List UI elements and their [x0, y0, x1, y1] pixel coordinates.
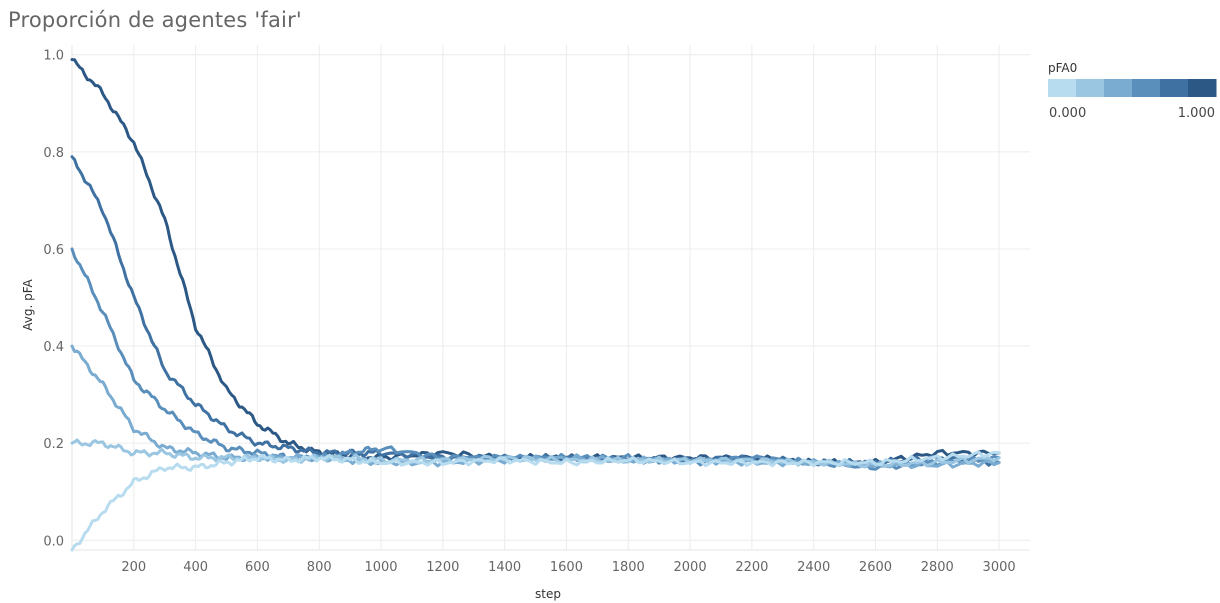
x-tick-label: 1400	[488, 560, 521, 575]
x-tick-label: 2000	[674, 560, 707, 575]
x-tick-label: 600	[245, 560, 270, 575]
x-tick-label: 2200	[735, 560, 768, 575]
legend-min-label: 0.000	[1049, 106, 1086, 121]
x-tick-label: 800	[307, 560, 332, 575]
legend-swatch	[1048, 79, 1077, 97]
color-legend: pFA0 0.000 1.000	[1048, 61, 1217, 121]
grid-lines	[71, 45, 1030, 551]
x-tick-label: 2400	[797, 560, 830, 575]
series-line-2	[70, 155, 1001, 467]
series-line-6	[70, 450, 1001, 552]
series-line-4	[70, 344, 1001, 470]
y-axis-ticks: 0.0 0.2 0.4 0.6 0.8 1.0	[43, 49, 64, 550]
legend-swatch	[1104, 79, 1133, 97]
x-tick-label: 3000	[983, 560, 1016, 575]
x-tick-label: 200	[121, 560, 146, 575]
y-tick-label: 0.2	[43, 437, 64, 452]
y-tick-label: 1.0	[43, 49, 64, 64]
x-tick-label: 400	[183, 560, 208, 575]
series-lines	[70, 58, 1001, 552]
x-tick-label: 1800	[612, 560, 645, 575]
x-tick-label: 1000	[364, 560, 397, 575]
chart-title: Proporción de agentes 'fair'	[8, 8, 302, 32]
y-tick-label: 0.8	[43, 146, 64, 161]
y-tick-label: 0.6	[43, 243, 64, 258]
series-line-5	[70, 438, 1001, 469]
x-tick-label: 2800	[921, 560, 954, 575]
legend-max-label: 1.000	[1178, 106, 1215, 121]
x-tick-label: 2600	[859, 560, 892, 575]
legend-swatch	[1188, 79, 1217, 97]
x-axis-title: step	[535, 587, 561, 601]
y-tick-label: 0.4	[43, 340, 64, 355]
legend-title: pFA0	[1048, 61, 1077, 75]
y-axis-title: Avg. pFA	[21, 278, 35, 330]
legend-gradient	[1048, 79, 1217, 97]
series-line-1	[70, 58, 1001, 467]
legend-swatch	[1076, 79, 1105, 97]
y-tick-label: 0.0	[43, 534, 64, 549]
x-axis-ticks: 200 400 600 800 1000 1200 1400 1600 1800 2000 2200…	[121, 560, 1015, 575]
x-tick-label: 1600	[550, 560, 583, 575]
x-tick-label: 1200	[426, 560, 459, 575]
legend-swatch	[1132, 79, 1161, 97]
legend-swatch	[1160, 79, 1189, 97]
